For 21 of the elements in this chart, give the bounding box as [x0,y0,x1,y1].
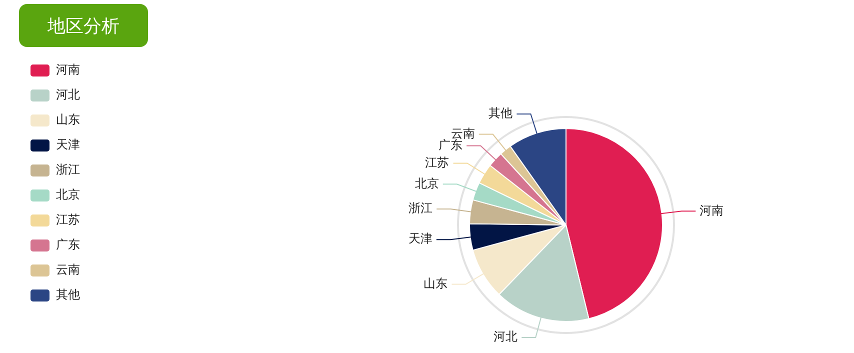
chart-title: 地区分析 [19,4,148,47]
slice-label: 云南 [450,126,475,140]
legend-label: 北京 [56,188,80,202]
legend-label: 云南 [56,262,80,277]
slice-label: 其他 [488,106,513,120]
slice-label: 江苏 [425,155,450,170]
legend-label: 浙江 [56,162,80,177]
legend-label: 天津 [56,138,80,152]
slice-label: 浙江 [408,201,433,216]
slice-label: 山东 [424,276,448,290]
slice-label: 北京 [414,176,439,190]
slice-label: 河北 [494,330,518,344]
legend-label: 其他 [56,288,80,302]
legend-label: 江苏 [56,212,80,227]
legend-label: 河北 [56,88,80,102]
slice-label: 河南 [700,203,724,218]
slice-label: 广东 [438,138,463,152]
legend-label: 山东 [56,112,80,127]
legend-label: 广东 [56,238,80,252]
slice-label: 天津 [408,232,432,246]
legend-label: 河南 [56,62,80,77]
